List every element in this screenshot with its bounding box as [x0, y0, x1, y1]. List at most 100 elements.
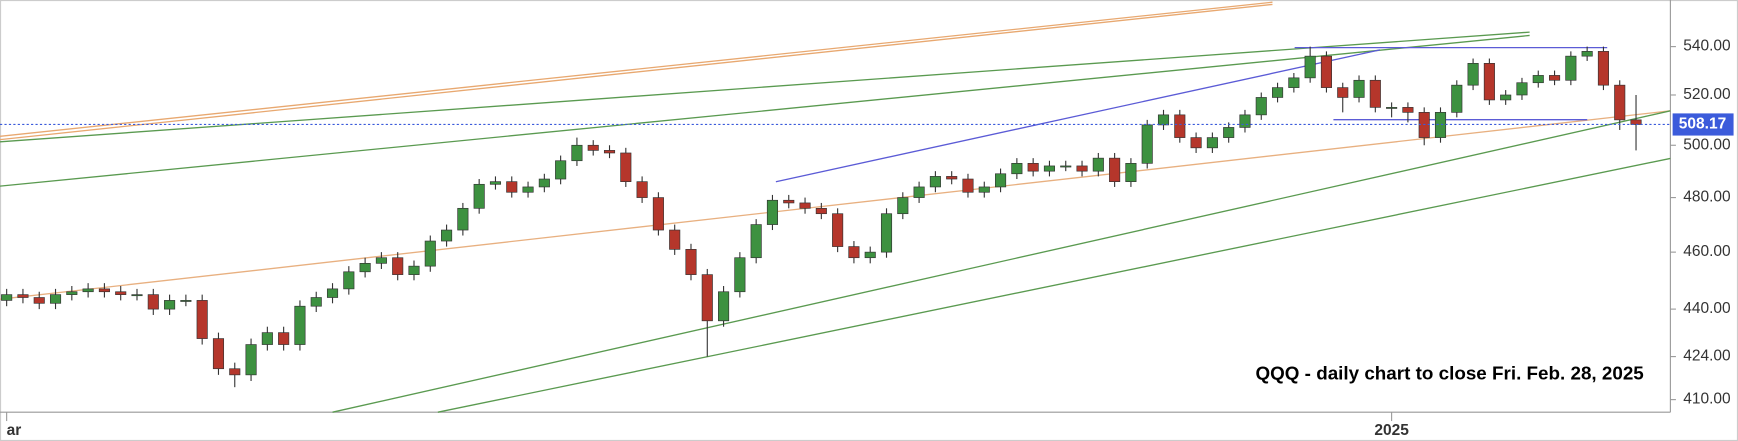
annotation: QQQ - daily chart to close Fri. Feb. 28,… — [1256, 362, 1644, 383]
candle-body — [147, 294, 159, 310]
candle-body — [832, 213, 844, 247]
candle-body — [995, 173, 1007, 188]
candle-body — [555, 160, 567, 180]
candle-body — [1272, 87, 1284, 98]
candle-body — [669, 229, 681, 250]
candle-body — [1467, 63, 1479, 86]
candle-body — [1630, 119, 1642, 125]
candle-body — [196, 300, 208, 339]
candle-body — [897, 197, 909, 215]
candle-body — [1206, 137, 1218, 149]
candle-body — [245, 344, 257, 376]
y-tick-label: 424.00 — [1683, 348, 1731, 365]
trend-line — [332, 110, 1671, 413]
candle-body — [1304, 55, 1316, 79]
candle-body — [326, 288, 339, 298]
y-tick-label: 410.00 — [1683, 391, 1731, 408]
candle-body — [734, 257, 746, 293]
candle-body — [750, 224, 762, 259]
candle-body — [1125, 162, 1137, 182]
y-tick-label: 480.00 — [1683, 189, 1731, 206]
candle-body — [98, 288, 110, 293]
candle-body — [1581, 51, 1593, 57]
candle-body — [310, 297, 322, 307]
candle-body — [294, 305, 306, 345]
candle-body — [603, 150, 616, 154]
candle-body — [424, 240, 436, 267]
candle-body — [1011, 162, 1023, 175]
candle-body — [913, 186, 925, 198]
candle-body — [1288, 77, 1300, 88]
candle-body — [1190, 137, 1202, 149]
candle-body — [506, 181, 518, 193]
candle-body — [115, 291, 127, 295]
candle-body — [962, 178, 974, 193]
candle-body — [718, 291, 730, 322]
candle-body — [978, 186, 990, 193]
candle-body — [392, 257, 404, 275]
candle-body — [1027, 162, 1039, 172]
candle-body — [1565, 55, 1577, 81]
candle-body — [441, 229, 453, 242]
candle-body — [1532, 75, 1544, 84]
candle-body — [1157, 114, 1170, 126]
y-tick-label: 540.00 — [1683, 38, 1731, 55]
trend-line — [0, 3, 1273, 141]
candle-body — [473, 183, 485, 209]
candle-body — [131, 294, 143, 297]
trend-line — [0, 31, 1530, 143]
candle-body — [929, 176, 941, 188]
trend-line — [775, 49, 1381, 183]
candle-body — [343, 271, 355, 290]
candle-body — [946, 176, 958, 180]
candle-body — [1337, 87, 1349, 98]
candle-body — [766, 199, 779, 225]
candle-body — [1174, 114, 1186, 138]
candle-body — [1516, 82, 1528, 96]
candle-body — [799, 202, 811, 209]
candle-body — [17, 294, 29, 298]
trend-line — [0, 34, 1530, 187]
trend-line — [0, 110, 1671, 300]
candle-body — [1402, 107, 1414, 113]
candle-body — [1092, 157, 1104, 172]
y-tick-label: 440.00 — [1683, 300, 1731, 317]
candle-body — [1141, 124, 1153, 164]
candle-body — [457, 207, 469, 231]
candle-body — [1549, 75, 1561, 81]
candle-body — [1369, 79, 1381, 108]
candle-body — [1255, 97, 1267, 116]
candle-body — [489, 181, 502, 185]
candle-body — [33, 297, 45, 304]
candle-body — [66, 291, 78, 295]
candle-body — [229, 368, 241, 376]
candle-body — [180, 300, 192, 302]
candle-body — [587, 144, 599, 151]
candle-body — [783, 199, 795, 204]
candle-body — [1223, 127, 1235, 138]
y-tick-label: 460.00 — [1683, 243, 1731, 260]
candle-body — [408, 265, 420, 275]
candle-body — [701, 274, 713, 322]
candle-body — [571, 144, 583, 162]
candle-body — [212, 338, 225, 370]
candle-body — [1060, 165, 1072, 168]
candle-body — [880, 213, 893, 253]
candle-body — [1386, 107, 1398, 109]
candle-body — [864, 251, 876, 259]
candle-body — [1614, 84, 1626, 121]
candle-body — [1076, 165, 1088, 172]
candle-body — [685, 249, 697, 275]
x-tick-label: 2025 — [1374, 422, 1409, 439]
candle-body — [49, 294, 62, 304]
candle-body — [278, 332, 290, 345]
candle-body — [652, 197, 664, 231]
candle-body — [1451, 84, 1463, 113]
last-price-label: 508.17 — [1679, 116, 1726, 133]
candle-body — [164, 300, 176, 310]
candle-body — [815, 207, 827, 215]
candle-body — [1353, 79, 1365, 98]
candle-body — [1, 294, 13, 301]
